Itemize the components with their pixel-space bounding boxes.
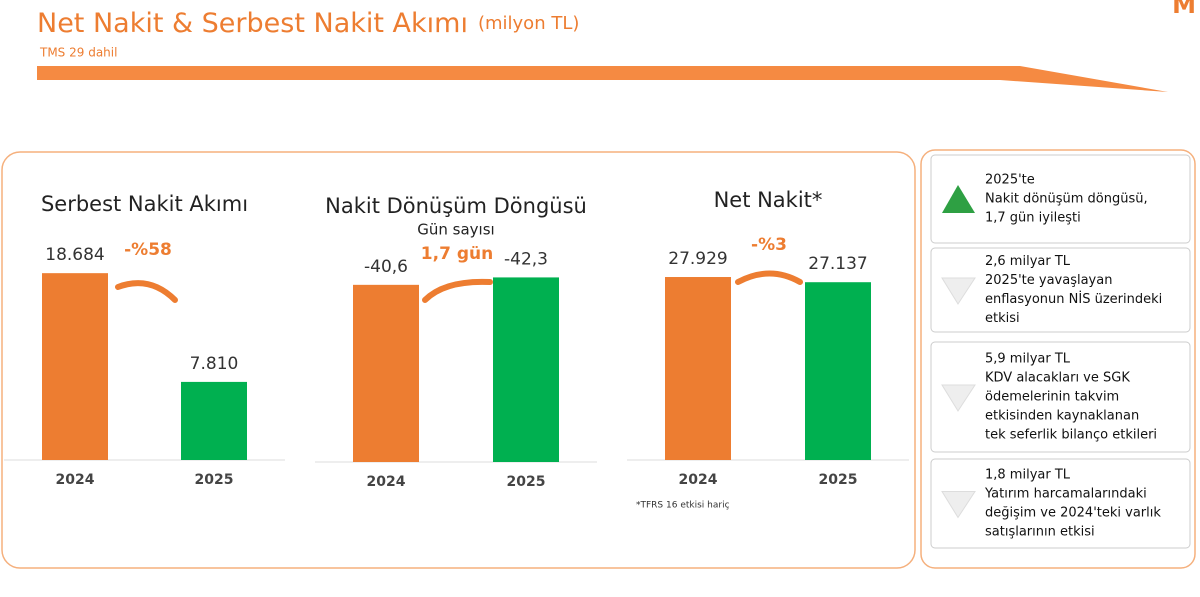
charts-panel <box>1 151 916 569</box>
note-line: enflasyonun NİS üzerindeki <box>985 291 1162 307</box>
change-annotation: -%58 <box>124 240 172 260</box>
change-arrow <box>115 280 178 303</box>
change-annotation: 1,7 gün <box>421 244 493 264</box>
change-arrow <box>422 278 493 303</box>
note-line: ödemelerinin takvim <box>985 390 1119 405</box>
note-line: 2025'te yavaşlayan <box>985 273 1112 288</box>
chart-title: Net Nakit* <box>714 188 823 212</box>
bar <box>665 277 731 460</box>
note-line: Nakit dönüşüm döngüsü, <box>985 192 1148 207</box>
chart-subtitle: Gün sayısı <box>417 221 494 239</box>
bar <box>42 273 108 460</box>
value-label: -40,6 <box>364 257 408 277</box>
x-tick-label: 2025 <box>507 474 546 490</box>
subtitle: TMS 29 dahil <box>39 46 117 60</box>
note-box <box>930 247 1191 333</box>
change-arrow <box>735 270 803 285</box>
value-label: 27.929 <box>668 249 727 269</box>
down-icon <box>941 384 976 412</box>
bar <box>493 277 559 462</box>
note-line: değişim ve 2024'teki varlık <box>985 506 1161 521</box>
bar <box>353 284 419 462</box>
bar <box>805 282 871 460</box>
note-line: Yatırım harcamalarındaki <box>984 487 1147 502</box>
value-label: -42,3 <box>504 249 548 269</box>
value-label: 7.810 <box>190 354 239 374</box>
up-icon <box>942 185 975 213</box>
note-line: 5,9 milyar TL <box>985 352 1071 367</box>
title: Net Nakit & Serbest Nakit Akımı (milyon T… <box>37 8 579 39</box>
title-unit: (milyon TL) <box>478 13 579 34</box>
value-label: 18.684 <box>45 245 104 265</box>
value-label: 27.137 <box>808 254 867 274</box>
note-line: 2025'te <box>985 173 1035 188</box>
note-line: 1,7 gün iyileşti <box>985 211 1081 226</box>
bar <box>181 381 247 460</box>
logo: M <box>1172 0 1196 19</box>
note-line: satışlarının etkisi <box>985 525 1095 540</box>
note-box <box>930 154 1191 244</box>
x-tick-label: 2024 <box>367 474 406 490</box>
x-tick-label: 2024 <box>56 472 95 488</box>
title-main: Net Nakit & Serbest Nakit Akımı <box>37 8 468 39</box>
down-icon <box>941 277 976 305</box>
note-line: tek seferlik bilanço etkileri <box>985 428 1157 443</box>
change-annotation: -%3 <box>751 235 787 255</box>
x-tick-label: 2025 <box>195 472 234 488</box>
header-stripe <box>37 66 1168 92</box>
down-icon <box>941 491 976 519</box>
note-line: etkisinden kaynaklanan <box>985 409 1139 424</box>
x-tick-label: 2025 <box>819 472 858 488</box>
chart-title: Serbest Nakit Akımı <box>41 192 248 216</box>
note-box <box>930 341 1191 453</box>
chart-title: Nakit Dönüşüm Döngüsü <box>325 194 587 218</box>
note-line: etkisi <box>985 311 1020 326</box>
note-line: 1,8 milyar TL <box>985 468 1071 483</box>
x-tick-label: 2024 <box>679 472 718 488</box>
note-line: 2,6 milyar TL <box>985 254 1071 269</box>
footnote: *TFRS 16 etkisi hariç <box>636 501 730 511</box>
note-line: KDV alacakları ve SGK <box>985 371 1130 386</box>
note-box <box>930 458 1191 549</box>
